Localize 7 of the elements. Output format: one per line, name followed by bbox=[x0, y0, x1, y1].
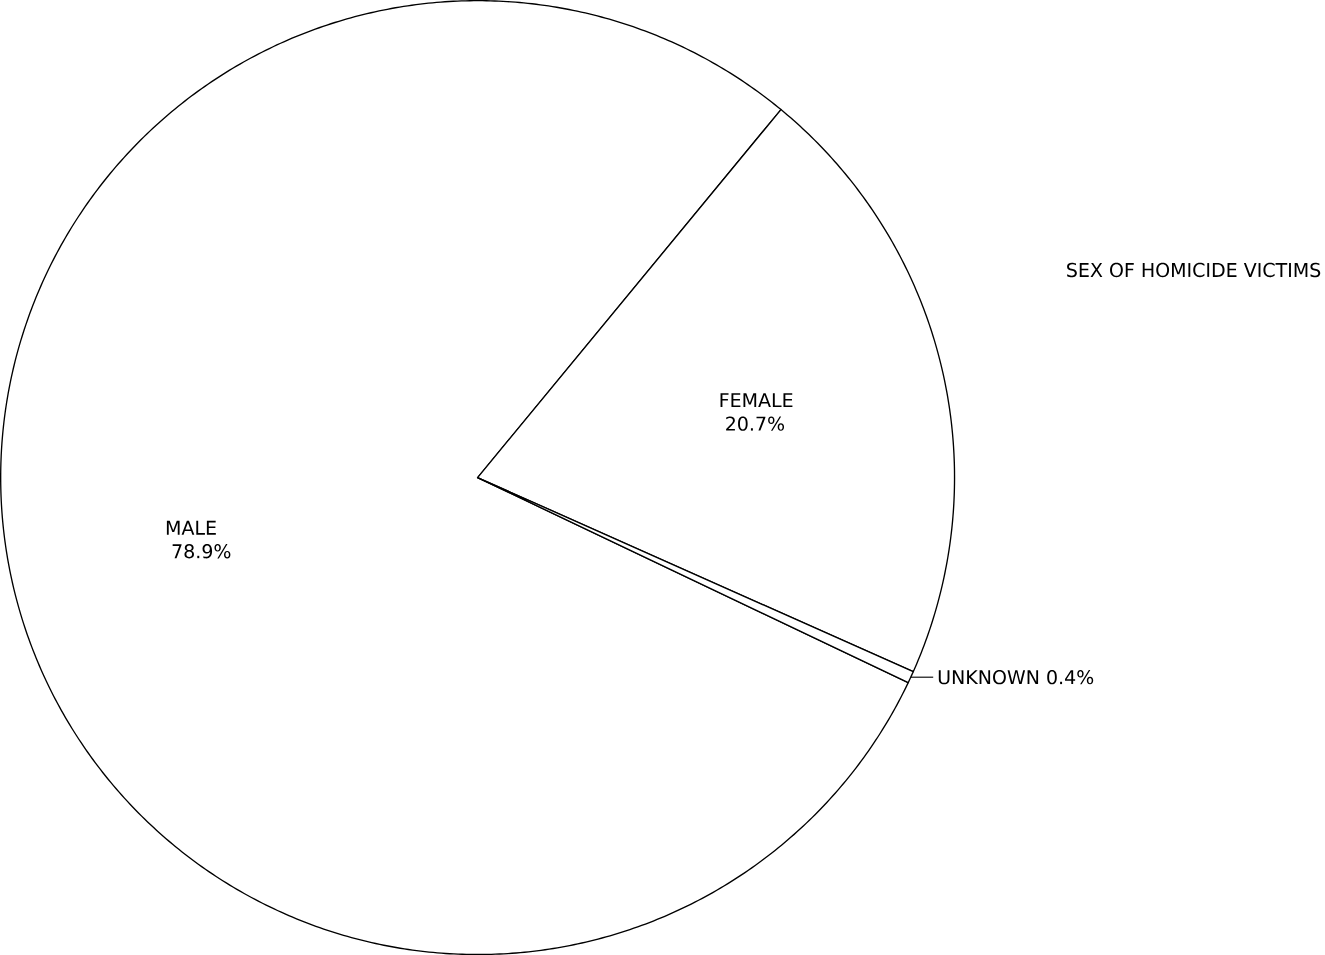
data-label: 0.4% bbox=[1047, 669, 1094, 685]
slice-label: UNKNOWN bbox=[938, 669, 1039, 685]
text: SEX OF HOMICIDE VICTIMS bbox=[1067, 262, 1321, 278]
data-label: 20.7% bbox=[726, 416, 785, 431]
data-label: 78.9% bbox=[172, 543, 231, 559]
slice-label: FEMALE bbox=[720, 393, 793, 408]
slice-label: MALE bbox=[166, 520, 216, 535]
